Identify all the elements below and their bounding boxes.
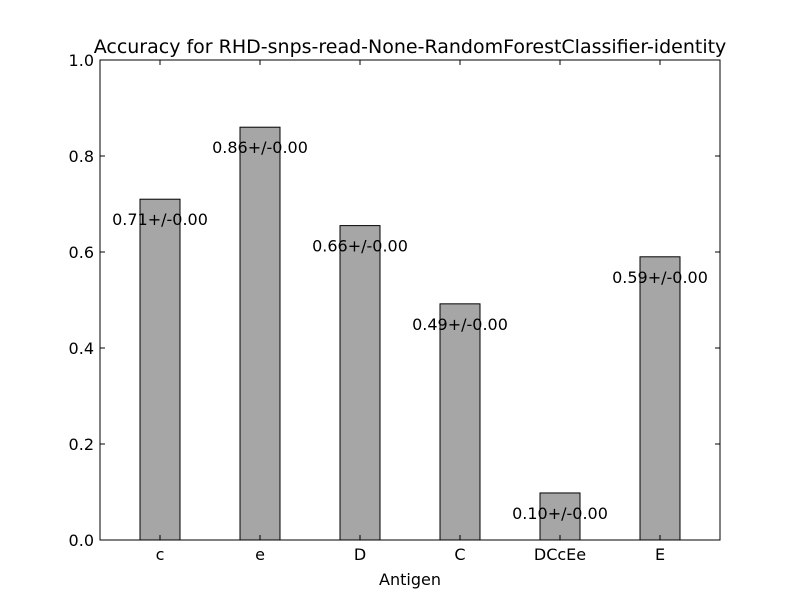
x-tick-label-C: C (454, 545, 465, 564)
x-tick-label-D: D (354, 545, 366, 564)
y-axis: 0.0 0.2 0.4 0.6 0.8 1.0 (69, 51, 720, 550)
chart-title: Accuracy for RHD-snps-read-None-RandomFo… (94, 36, 727, 58)
bars-group (139, 126, 681, 541)
x-axis-label: Antigen (379, 570, 441, 589)
data-label-DCcEe: 0.10+/-0.00 (512, 504, 608, 523)
x-tick-label-E: E (655, 545, 665, 564)
bar-D (339, 225, 381, 541)
data-labels-group: 0.71+/-0.00 0.86+/-0.00 0.66+/-0.00 0.49+/-… (112, 138, 708, 523)
x-tick-label-e: e (255, 545, 265, 564)
data-label-C: 0.49+/-0.00 (412, 315, 508, 334)
data-label-E: 0.59+/-0.00 (612, 268, 708, 287)
y-tick-label: 1.0 (69, 51, 94, 70)
x-axis: c e D C DCcEe E (156, 60, 665, 564)
bar-e (239, 126, 281, 541)
x-tick-label-DCcEe: DCcEe (534, 545, 586, 564)
y-tick-label: 0.6 (69, 243, 94, 262)
data-label-D: 0.66+/-0.00 (312, 237, 408, 256)
bar-c (139, 198, 181, 541)
bar-E (639, 256, 681, 541)
plot-frame (99, 59, 721, 541)
y-tick-label: 0.2 (69, 435, 94, 454)
y-tick-label: 0.4 (69, 339, 94, 358)
data-label-e: 0.86+/-0.00 (212, 138, 308, 157)
x-tick-label-c: c (156, 545, 165, 564)
bar-C (439, 303, 481, 541)
y-tick-label: 0.8 (69, 147, 94, 166)
y-tick-label: 0.0 (69, 531, 94, 550)
bar-DCcEe (539, 492, 581, 541)
data-label-c: 0.71+/-0.00 (112, 210, 208, 229)
